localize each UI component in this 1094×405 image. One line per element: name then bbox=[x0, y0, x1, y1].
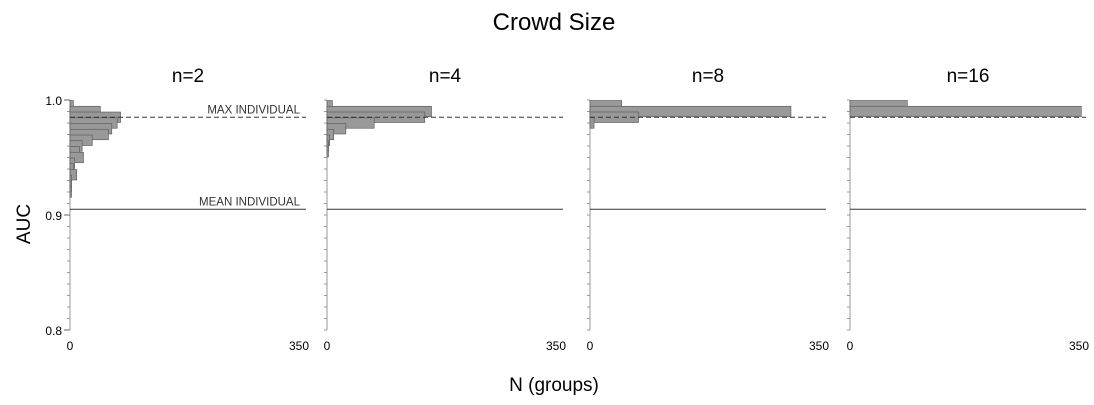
y-tick-label: 0.8 bbox=[45, 324, 62, 338]
y-tick-label: 0.9 bbox=[45, 209, 62, 223]
mean-individual-label: MEAN INDIVIDUAL bbox=[199, 196, 301, 208]
bar bbox=[69, 186, 72, 198]
bar bbox=[69, 151, 84, 164]
x-tick-label: 350 bbox=[1069, 339, 1089, 353]
x-tick-label: 0 bbox=[847, 339, 854, 353]
bar bbox=[849, 105, 1082, 118]
panel-n-16: n=16 0 350 bbox=[847, 66, 1090, 353]
x-tick-label: 350 bbox=[289, 339, 309, 353]
panels-group: n=2 0.8 0.9 1.0 0 350 MAX INDIVIDUAL MEAN INDIV… bbox=[45, 66, 1089, 353]
panel-n-4: n=4 0 350 bbox=[324, 66, 567, 353]
bar bbox=[326, 117, 375, 129]
x-tick-label: 0 bbox=[587, 339, 594, 353]
x-tick-label: 0 bbox=[67, 339, 74, 353]
panel-title: n=4 bbox=[429, 66, 462, 87]
bar bbox=[326, 128, 335, 141]
x-axis-title: N (groups) bbox=[509, 375, 599, 396]
panel-title: n=2 bbox=[172, 66, 204, 87]
bar bbox=[69, 169, 78, 181]
bar bbox=[326, 146, 329, 158]
bar bbox=[326, 123, 347, 135]
x-tick-label: 0 bbox=[324, 339, 331, 353]
x-tick-label: 350 bbox=[809, 339, 829, 353]
y-tick-label: 1.0 bbox=[45, 94, 62, 108]
x-tick-label: 350 bbox=[546, 339, 566, 353]
chart-title: Crowd Size bbox=[493, 9, 616, 36]
panel-n-2: n=2 0.8 0.9 1.0 0 350 MAX INDIVIDUAL MEAN INDIV… bbox=[45, 66, 309, 353]
panel-title: n=16 bbox=[947, 66, 990, 87]
max-individual-label: MAX INDIVIDUAL bbox=[207, 104, 300, 116]
panel-n-8: n=8 0 350 bbox=[587, 66, 830, 353]
panel-title: n=8 bbox=[692, 66, 724, 87]
bar bbox=[589, 117, 595, 129]
y-axis-title: AUC bbox=[14, 204, 35, 244]
